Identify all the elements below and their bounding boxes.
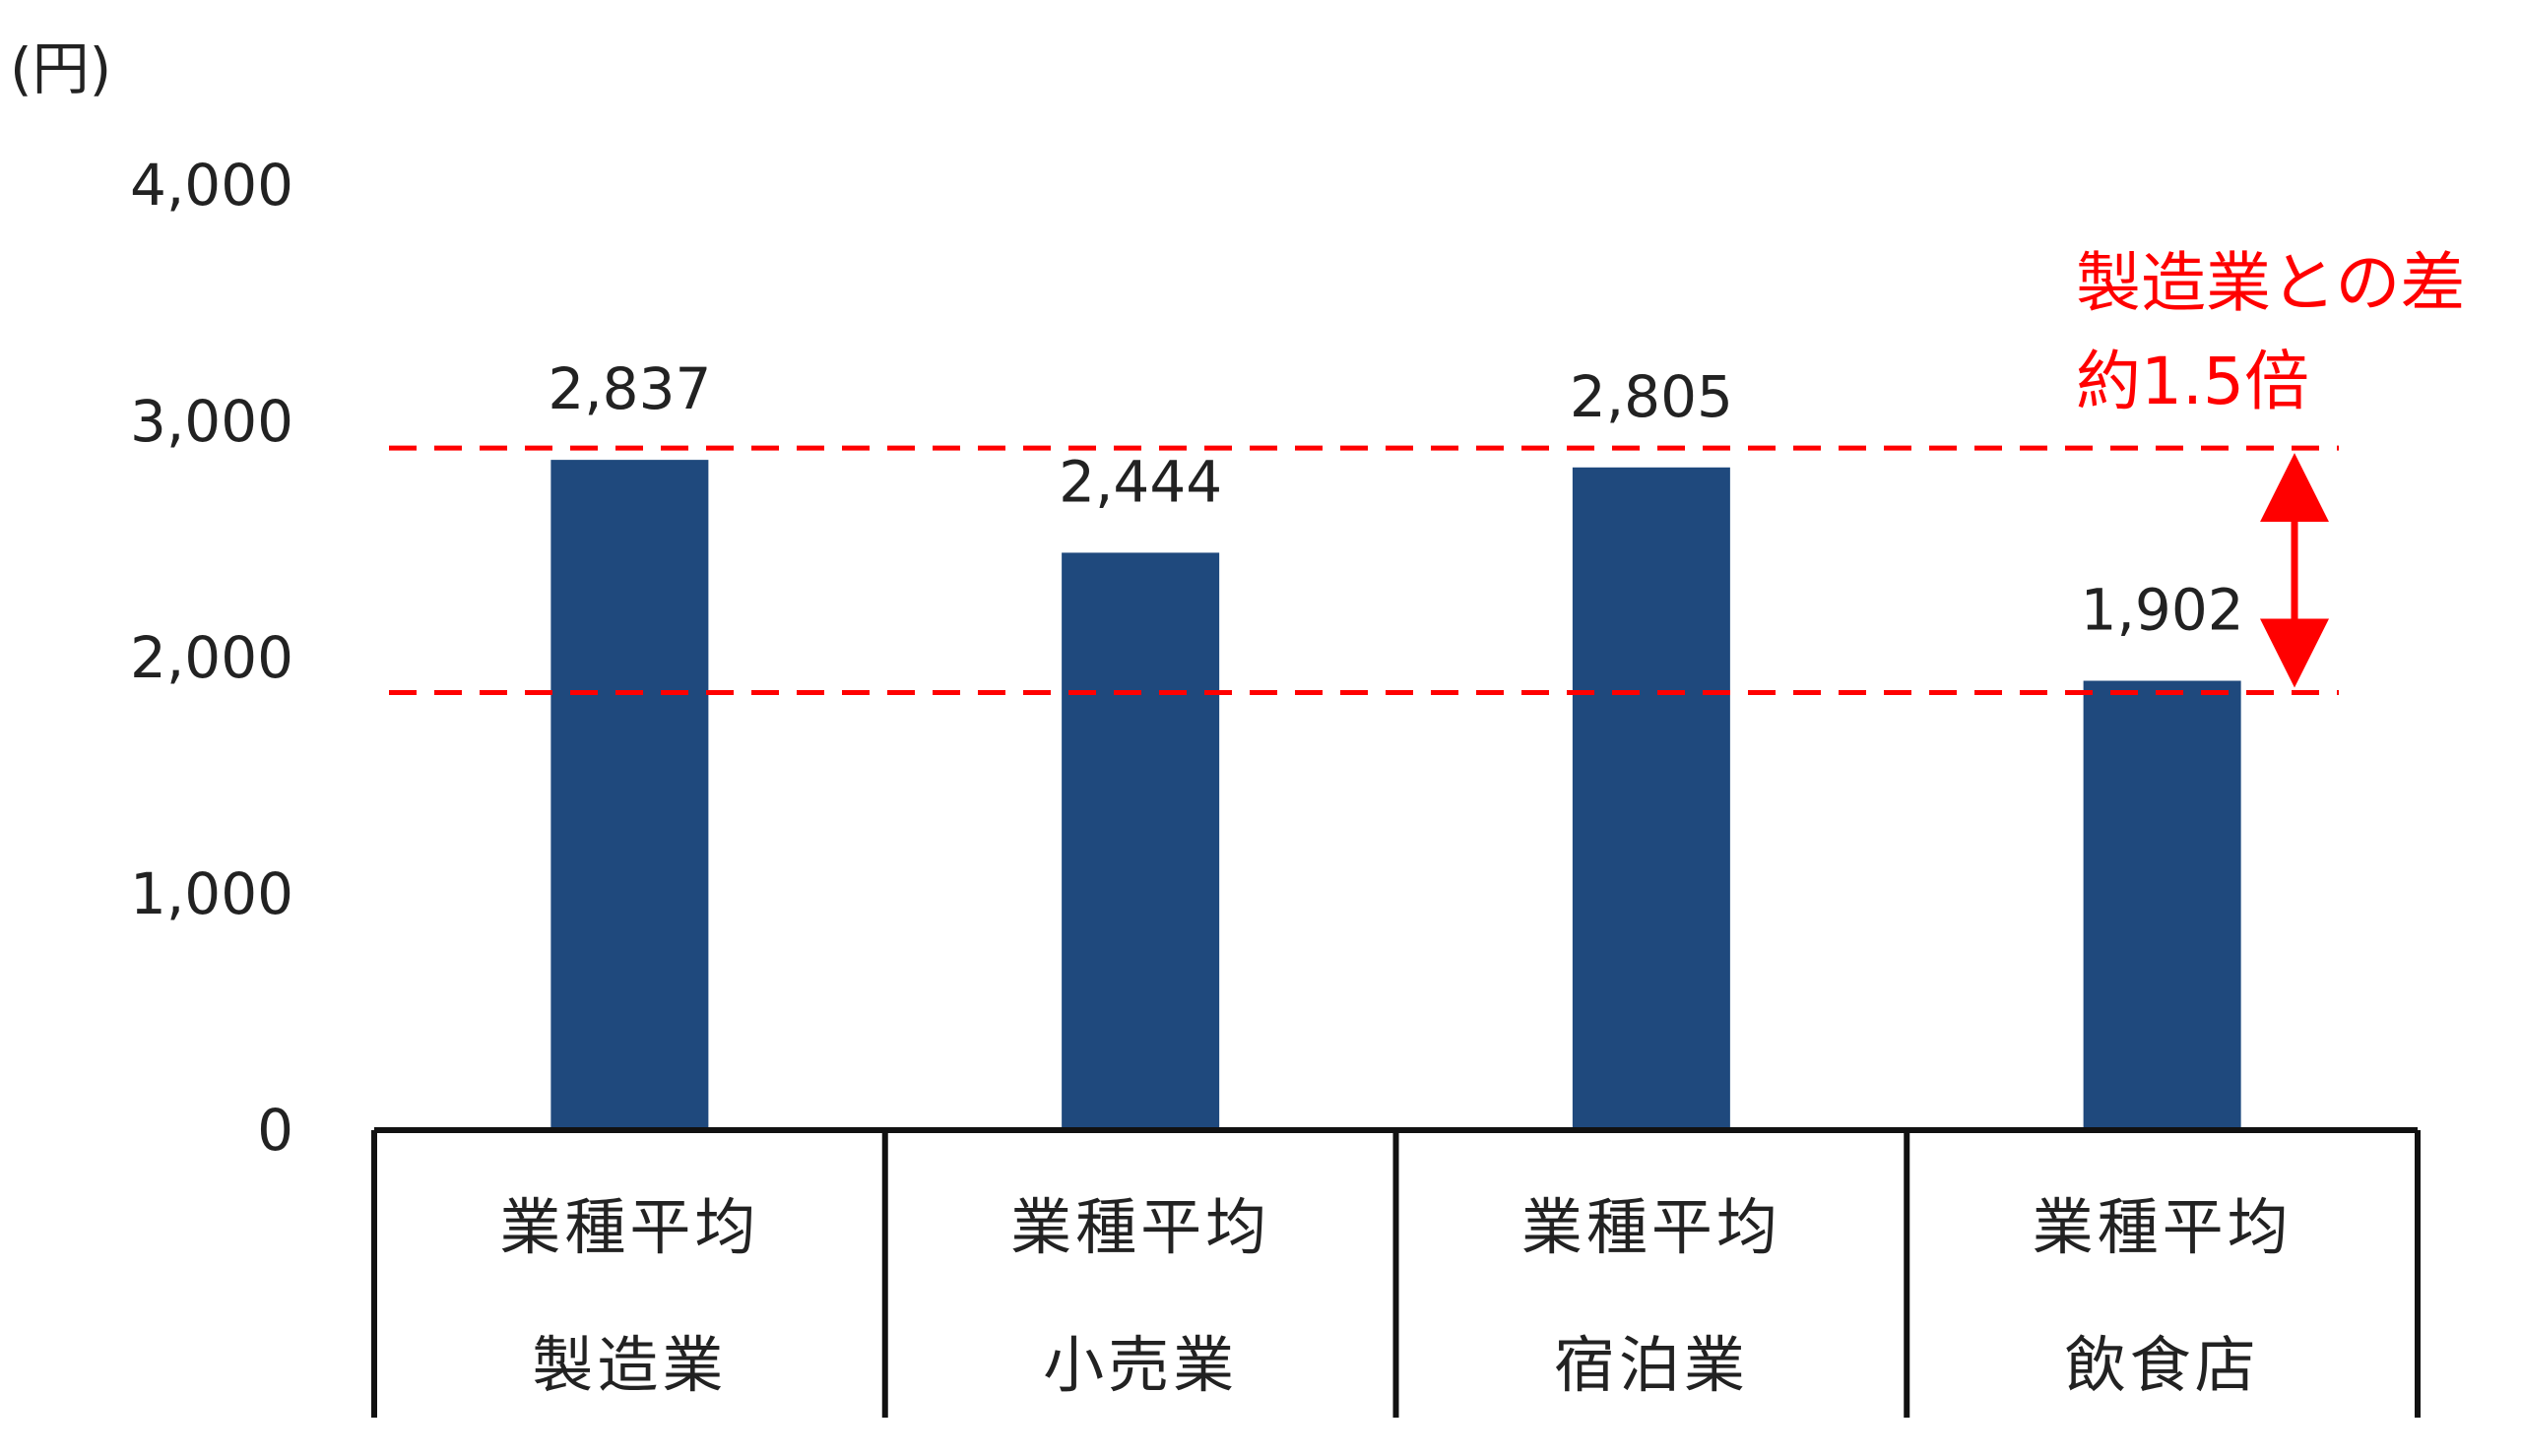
bar-value-label: 1,902 xyxy=(2081,577,2244,644)
annotation-text-line2: 約1.5倍 xyxy=(2076,344,2309,419)
y-tick-label: 1,000 xyxy=(130,860,293,927)
y-axis-ticks: 4,000 3,000 2,000 1,000 0 xyxy=(130,152,293,1164)
bar xyxy=(1572,467,1730,1130)
y-tick-label: 0 xyxy=(257,1097,293,1164)
annotation-text-line1: 製造業との差 xyxy=(2076,245,2465,321)
category-label-line2: 宿泊業 xyxy=(1554,1329,1749,1401)
category-label-line2: 製造業 xyxy=(532,1329,727,1401)
category-label-line1: 業種平均 xyxy=(1521,1191,1781,1263)
y-axis-unit-label: (円) xyxy=(10,35,111,102)
bar xyxy=(2083,680,2241,1130)
category-label-line1: 業種平均 xyxy=(2033,1191,2293,1263)
category-label-line2: 飲食店 xyxy=(2065,1329,2260,1401)
value-labels-group: 2,837 2,444 2,805 1,902 xyxy=(548,355,2243,643)
bar xyxy=(550,460,709,1130)
category-label-line1: 業種平均 xyxy=(1010,1191,1270,1263)
y-tick-label: 4,000 xyxy=(130,152,293,219)
bars-group xyxy=(550,460,2241,1130)
bar-value-label: 2,837 xyxy=(548,355,711,422)
bar-value-label: 2,444 xyxy=(1059,448,1222,515)
category-label-line1: 業種平均 xyxy=(499,1191,759,1263)
y-tick-label: 3,000 xyxy=(130,388,293,455)
bar-value-label: 2,805 xyxy=(1570,363,1733,430)
category-label-line2: 小売業 xyxy=(1043,1329,1238,1401)
difference-annotation: 製造業との差 約1.5倍 xyxy=(389,245,2465,696)
y-tick-label: 2,000 xyxy=(130,624,293,691)
bar xyxy=(1062,552,1220,1130)
